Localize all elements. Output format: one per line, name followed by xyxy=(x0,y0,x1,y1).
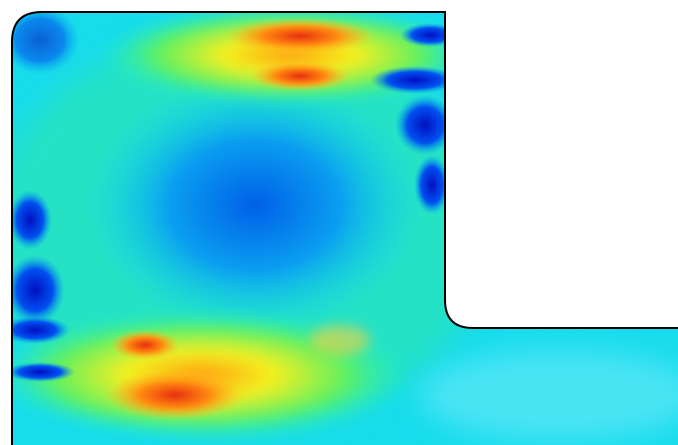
bottom-spot xyxy=(310,325,370,355)
top-spot xyxy=(225,18,375,54)
vortex-core xyxy=(85,75,425,335)
top-spot xyxy=(250,61,350,91)
field xyxy=(0,0,678,445)
page xyxy=(0,0,678,445)
bottom-spot xyxy=(110,330,180,360)
bottom-spot xyxy=(105,370,245,420)
contour-plot xyxy=(0,0,678,445)
